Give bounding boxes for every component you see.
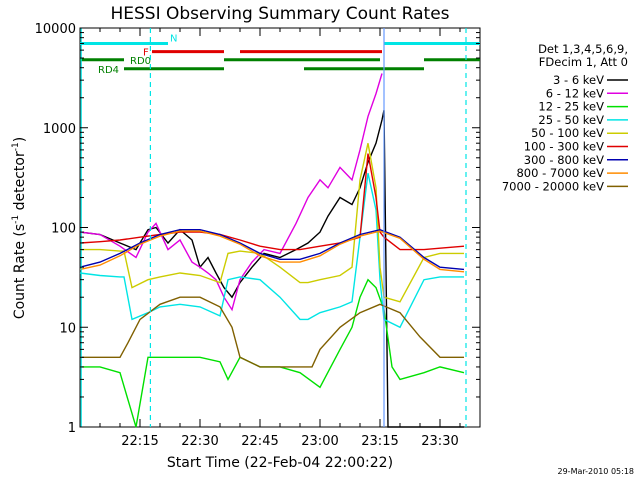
series-line-50-100-kev [80,143,464,303]
legend-label-25-50-kev: 25 - 50 keV [538,113,604,127]
x-tick-label: 22:30 [181,434,218,449]
legend: Det 1,3,4,5,6,9, FDecim 1, Att 0 3 - 6 k… [502,42,628,193]
x-tick-label: 22:45 [241,434,278,449]
x-tick-label: 23:00 [301,434,338,449]
timestamp: 29-Mar-2010 05:18 [558,467,635,476]
x-axis-label: Start Time (22-Feb-04 22:00:22) [167,455,393,471]
y-tick-label: 10000 [35,22,76,37]
chart-title: HESSI Observing Summary Count Rates [110,4,449,24]
series-line-800-7000-kev [79,230,465,273]
flag-label-n: N [170,33,177,44]
series-line-300-800-kev [79,228,465,271]
legend-header-line-2: FDecim 1, Att 0 [539,55,628,69]
legend-label-300-800-kev: 300 - 800 keV [524,153,604,167]
x-tick-label: 23:15 [361,434,398,449]
series-line-7000-20000-kev [80,296,464,368]
y-tick-label: 1 [68,421,76,436]
x-tick-label: 23:30 [421,434,458,449]
legend-label-3-6-kev: 3 - 6 keV [553,73,604,87]
legend-label-7000-20000-kev: 7000 - 20000 keV [502,179,604,193]
x-tick-label: 22:15 [121,434,158,449]
flag-label-rd4: RD4 [98,65,119,76]
series-line-12-25-kev [80,278,465,428]
legend-label-100-300-kev: 100 - 300 keV [524,140,604,154]
legend-label-800-7000-kev: 800 - 7000 keV [516,166,604,180]
series-line-25-50-kev [79,173,464,329]
flag-label-rd0: RD0 [130,56,151,67]
flag-label-f: F [143,48,149,59]
legend-label-50-100-kev: 50 - 100 keV [531,126,604,140]
series-line-100-300-kev [79,153,465,251]
y-tick-label: 1000 [43,122,76,137]
y-tick-label: 10 [59,321,76,336]
legend-label-6-12-kev: 6 - 12 keV [546,86,604,100]
series-line-3-6-kev [79,110,464,428]
series-line-6-12-kev [79,73,383,312]
legend-header-line-1: Det 1,3,4,5,6,9, [538,42,628,56]
y-tick-label: 100 [51,222,76,237]
y-axis-label: Count Rate (s-1 detector-1) [11,137,28,319]
legend-label-12-25-kev: 12 - 25 keV [538,100,604,114]
